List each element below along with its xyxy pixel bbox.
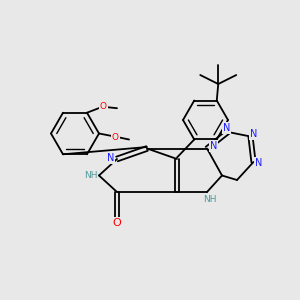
Text: N: N bbox=[250, 129, 258, 139]
Text: N: N bbox=[223, 123, 230, 134]
Text: N: N bbox=[107, 153, 114, 163]
Text: N: N bbox=[210, 141, 217, 151]
Text: NH: NH bbox=[203, 195, 217, 204]
Text: O: O bbox=[100, 102, 107, 111]
Text: NH: NH bbox=[84, 171, 97, 180]
Text: N: N bbox=[255, 158, 262, 168]
Text: O: O bbox=[112, 133, 119, 142]
Text: O: O bbox=[112, 218, 122, 229]
